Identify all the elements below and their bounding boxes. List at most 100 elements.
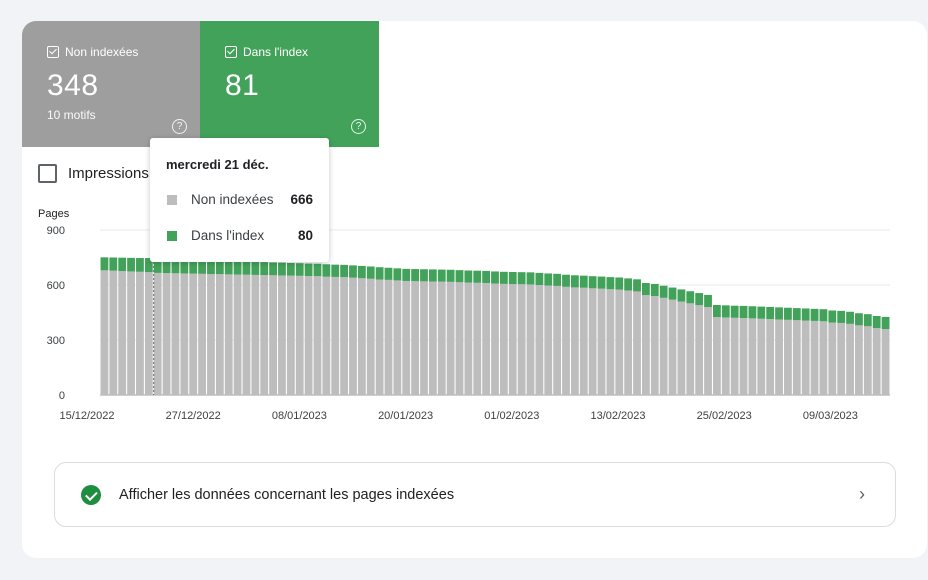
bar-indexed[interactable] bbox=[455, 270, 464, 283]
bar-not-indexed[interactable] bbox=[349, 277, 357, 395]
bar-not-indexed[interactable] bbox=[118, 271, 127, 395]
impressions-toggle[interactable]: Impressions bbox=[38, 164, 149, 183]
bar-not-indexed[interactable] bbox=[437, 281, 446, 395]
bar-not-indexed[interactable] bbox=[846, 323, 854, 395]
bar-not-indexed[interactable] bbox=[766, 319, 775, 395]
bar-not-indexed[interactable] bbox=[340, 277, 349, 395]
bar-not-indexed[interactable] bbox=[606, 289, 615, 395]
bar-indexed[interactable] bbox=[659, 285, 668, 298]
bar-indexed[interactable] bbox=[508, 271, 517, 285]
bar-indexed[interactable] bbox=[491, 271, 499, 284]
bar-indexed[interactable] bbox=[349, 265, 357, 278]
bar-not-indexed[interactable] bbox=[801, 320, 810, 395]
bar-indexed[interactable] bbox=[269, 262, 277, 276]
bar-not-indexed[interactable] bbox=[570, 287, 579, 395]
bar-indexed[interactable] bbox=[127, 257, 135, 272]
bar-indexed[interactable] bbox=[473, 270, 482, 283]
bar-indexed[interactable] bbox=[579, 275, 588, 288]
bar-not-indexed[interactable] bbox=[313, 276, 322, 395]
bar-not-indexed[interactable] bbox=[491, 283, 499, 395]
bar-indexed[interactable] bbox=[784, 307, 792, 320]
bar-indexed[interactable] bbox=[810, 308, 819, 321]
bar-not-indexed[interactable] bbox=[686, 303, 695, 395]
bar-not-indexed[interactable] bbox=[810, 320, 819, 395]
bar-indexed[interactable] bbox=[748, 306, 757, 319]
bar-not-indexed[interactable] bbox=[260, 275, 269, 395]
bar-indexed[interactable] bbox=[251, 261, 260, 275]
bar-not-indexed[interactable] bbox=[127, 271, 135, 395]
bar-indexed[interactable] bbox=[136, 258, 144, 272]
bar-not-indexed[interactable] bbox=[224, 274, 233, 395]
bar-indexed[interactable] bbox=[721, 305, 730, 318]
bar-not-indexed[interactable] bbox=[739, 318, 748, 395]
bar-indexed[interactable] bbox=[357, 265, 366, 279]
bar-indexed[interactable] bbox=[641, 282, 650, 296]
bar-not-indexed[interactable] bbox=[473, 282, 482, 395]
bar-indexed[interactable] bbox=[180, 259, 189, 274]
bar-not-indexed[interactable] bbox=[420, 281, 428, 395]
bar-not-indexed[interactable] bbox=[136, 271, 144, 395]
bar-indexed[interactable] bbox=[233, 261, 242, 275]
bar-indexed[interactable] bbox=[411, 269, 420, 282]
bar-indexed[interactable] bbox=[162, 258, 171, 274]
bar-indexed[interactable] bbox=[100, 257, 109, 271]
bar-indexed[interactable] bbox=[570, 275, 579, 288]
bar-not-indexed[interactable] bbox=[242, 274, 251, 395]
bar-indexed[interactable] bbox=[624, 278, 633, 291]
bar-indexed[interactable] bbox=[446, 269, 455, 282]
bar-indexed[interactable] bbox=[730, 305, 739, 318]
bar-not-indexed[interactable] bbox=[597, 288, 606, 395]
bar-indexed[interactable] bbox=[801, 308, 810, 321]
bar-not-indexed[interactable] bbox=[837, 322, 846, 395]
bar-not-indexed[interactable] bbox=[215, 274, 224, 395]
bar-not-indexed[interactable] bbox=[721, 317, 730, 395]
bar-not-indexed[interactable] bbox=[748, 318, 757, 395]
bar-indexed[interactable] bbox=[393, 268, 402, 281]
bar-indexed[interactable] bbox=[846, 311, 854, 324]
bar-indexed[interactable] bbox=[375, 267, 384, 280]
checkbox-unchecked-icon[interactable] bbox=[38, 164, 57, 183]
bar-indexed[interactable] bbox=[775, 307, 783, 320]
bar-indexed[interactable] bbox=[606, 277, 615, 290]
bar-not-indexed[interactable] bbox=[819, 321, 828, 395]
bar-not-indexed[interactable] bbox=[455, 282, 464, 395]
bar-indexed[interactable] bbox=[855, 313, 863, 326]
bar-not-indexed[interactable] bbox=[624, 290, 633, 396]
bar-indexed[interactable] bbox=[819, 309, 828, 322]
bar-not-indexed[interactable] bbox=[278, 275, 286, 395]
view-indexed-pages-button[interactable]: Afficher les données concernant les page… bbox=[54, 462, 896, 527]
indexing-chart[interactable]: Pages 0 300 600 900 15/12/2022 27/12/2022 08/… bbox=[22, 201, 927, 431]
bar-indexed[interactable] bbox=[171, 258, 180, 274]
bar-not-indexed[interactable] bbox=[881, 329, 890, 395]
bar-not-indexed[interactable] bbox=[198, 273, 206, 395]
tile-not-indexed[interactable]: Non indexées 348 10 motifs ? bbox=[22, 21, 200, 147]
bar-indexed[interactable] bbox=[402, 268, 411, 281]
tile-indexed[interactable]: Dans l'index 81 ? bbox=[200, 21, 379, 147]
bar-indexed[interactable] bbox=[198, 259, 206, 274]
bar-indexed[interactable] bbox=[144, 258, 153, 273]
bar-not-indexed[interactable] bbox=[286, 275, 295, 395]
bar-not-indexed[interactable] bbox=[562, 286, 570, 395]
bar-not-indexed[interactable] bbox=[650, 296, 659, 395]
bar-not-indexed[interactable] bbox=[384, 279, 393, 395]
bar-indexed[interactable] bbox=[331, 264, 340, 277]
bar-not-indexed[interactable] bbox=[828, 322, 837, 395]
bar-not-indexed[interactable] bbox=[109, 270, 118, 395]
checkbox-checked-icon[interactable] bbox=[225, 46, 237, 58]
bar-indexed[interactable] bbox=[562, 274, 570, 287]
bar-not-indexed[interactable] bbox=[499, 283, 508, 395]
bar-indexed[interactable] bbox=[615, 277, 624, 290]
bar-not-indexed[interactable] bbox=[526, 284, 535, 395]
bar-indexed[interactable] bbox=[863, 314, 872, 327]
bar-not-indexed[interactable] bbox=[730, 317, 739, 395]
bar-indexed[interactable] bbox=[153, 258, 162, 273]
bar-not-indexed[interactable] bbox=[153, 272, 162, 395]
bar-not-indexed[interactable] bbox=[180, 273, 189, 395]
bar-indexed[interactable] bbox=[384, 267, 393, 280]
bar-not-indexed[interactable] bbox=[855, 325, 863, 395]
bar-indexed[interactable] bbox=[668, 287, 677, 300]
bar-not-indexed[interactable] bbox=[757, 318, 766, 395]
bar-not-indexed[interactable] bbox=[464, 282, 473, 395]
bar-not-indexed[interactable] bbox=[446, 281, 455, 395]
bar-indexed[interactable] bbox=[872, 315, 881, 329]
